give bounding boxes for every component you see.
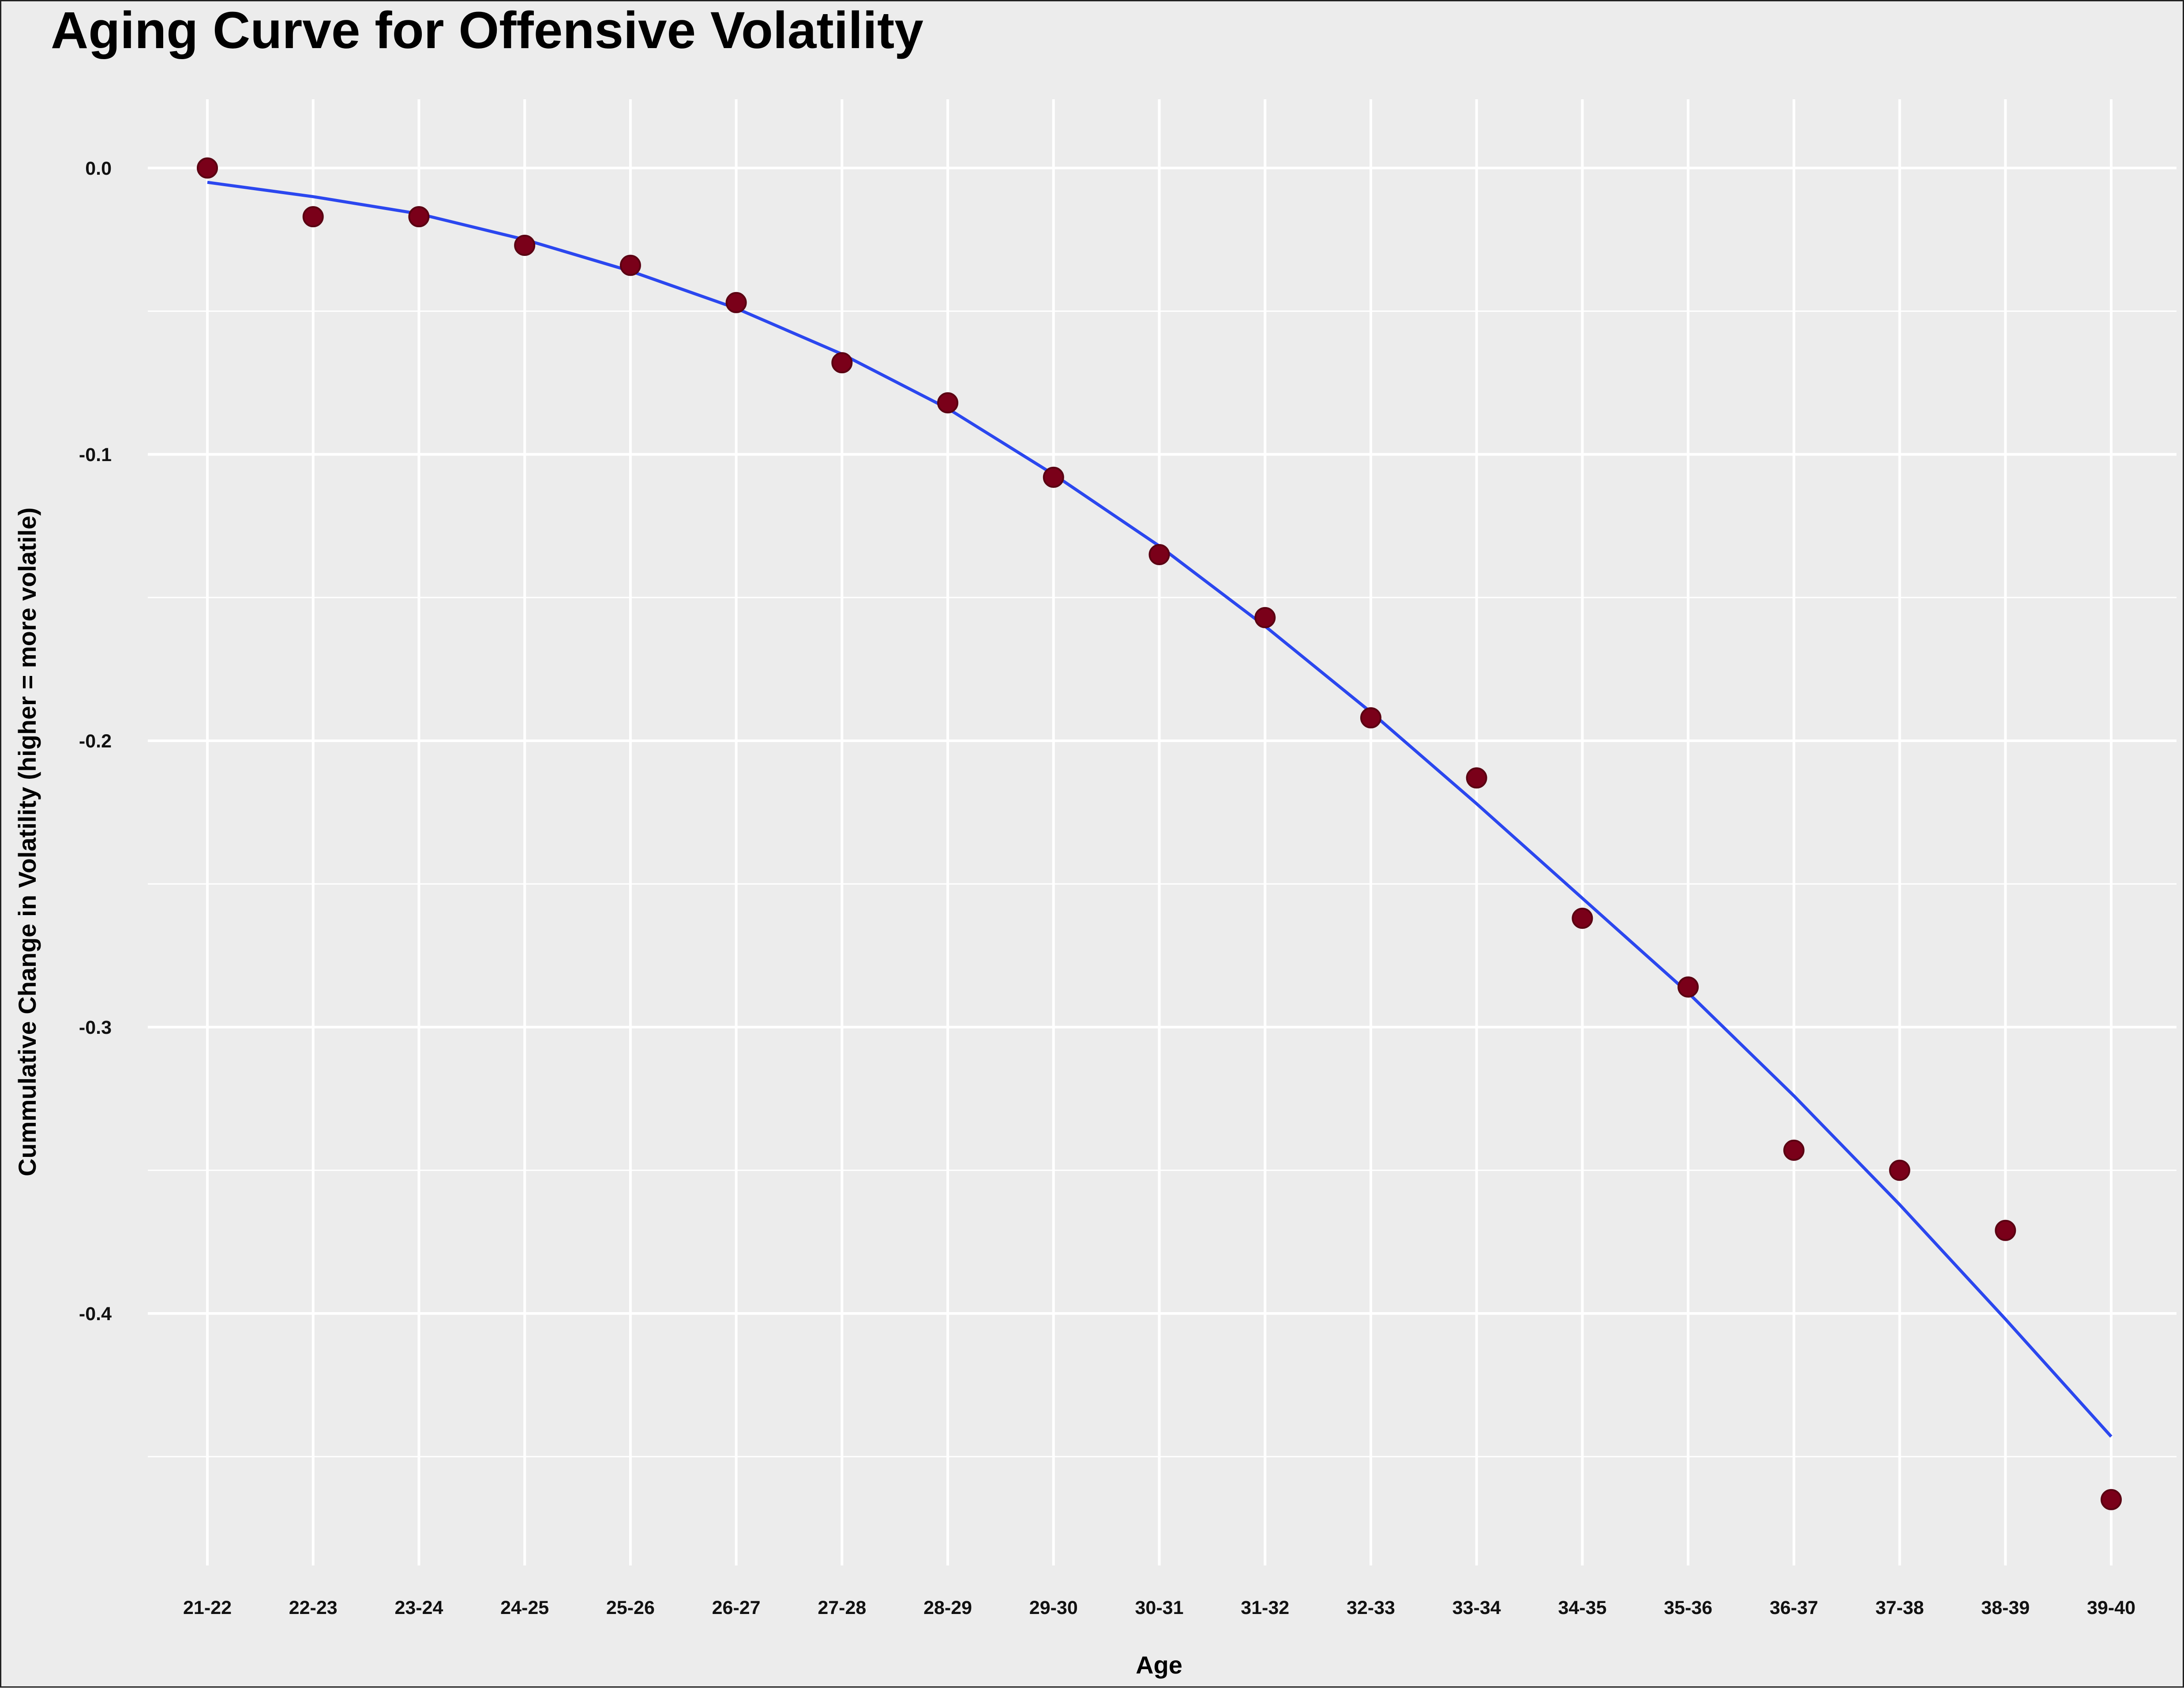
x-axis-title: Age xyxy=(1136,1651,1182,1679)
data-point xyxy=(408,206,430,228)
x-tick-label: 24-25 xyxy=(500,1597,549,1618)
data-point xyxy=(1783,1139,1805,1161)
data-point xyxy=(1148,544,1170,565)
x-tick-label: 29-30 xyxy=(1029,1597,1078,1618)
y-tick-label: -0.2 xyxy=(79,731,112,752)
x-tick-label: 39-40 xyxy=(2087,1597,2135,1618)
data-point xyxy=(1677,976,1699,998)
data-point xyxy=(2101,1489,2122,1510)
x-tick-labels: 21-22 22-23 23-24 24-25 25-26 26-27 27-28 28-29… xyxy=(183,1597,2135,1618)
data-point xyxy=(1889,1160,1910,1181)
x-tick-label: 35-36 xyxy=(1664,1597,1712,1618)
x-tick-label: 27-28 xyxy=(818,1597,866,1618)
x-tick-label: 22-23 xyxy=(289,1597,338,1618)
data-point xyxy=(619,255,641,276)
x-tick-label: 37-38 xyxy=(1876,1597,1924,1618)
y-tick-label: -0.3 xyxy=(79,1017,112,1038)
x-tick-label: 25-26 xyxy=(606,1597,655,1618)
data-point xyxy=(831,352,853,374)
x-tick-label: 34-35 xyxy=(1558,1597,1606,1618)
x-tick-label: 36-37 xyxy=(1770,1597,1818,1618)
data-point xyxy=(1572,908,1593,929)
y-axis-title: Cummulative Change in Volatility (higher… xyxy=(13,507,41,1176)
x-tick-label: 28-29 xyxy=(923,1597,972,1618)
x-tick-label: 38-39 xyxy=(1981,1597,2030,1618)
x-tick-label: 23-24 xyxy=(394,1597,443,1618)
data-point xyxy=(1466,767,1487,789)
data-point xyxy=(1995,1220,2016,1241)
data-points-layer xyxy=(197,157,2122,1510)
y-tick-label: -0.1 xyxy=(79,444,112,465)
x-tick-label: 26-27 xyxy=(712,1597,761,1618)
data-point xyxy=(1254,607,1276,628)
data-point xyxy=(302,206,324,228)
x-tick-label: 32-33 xyxy=(1347,1597,1395,1618)
data-point xyxy=(937,392,959,413)
data-point xyxy=(725,292,747,313)
data-point xyxy=(1043,466,1064,488)
x-tick-label: 21-22 xyxy=(183,1597,232,1618)
grid-layer xyxy=(148,99,2176,1565)
y-tick-label: 0.0 xyxy=(85,158,112,179)
x-tick-label: 31-32 xyxy=(1241,1597,1289,1618)
y-tick-label: -0.4 xyxy=(79,1303,112,1325)
data-point xyxy=(514,235,536,256)
chart-title: Aging Curve for Offensive Volatility xyxy=(51,1,923,60)
data-point xyxy=(1360,707,1381,728)
x-tick-label: 30-31 xyxy=(1135,1597,1184,1618)
y-tick-labels: 0.0 -0.1 -0.2 -0.3 -0.4 xyxy=(79,158,112,1325)
data-point xyxy=(197,157,218,179)
x-tick-label: 33-34 xyxy=(1452,1597,1501,1618)
